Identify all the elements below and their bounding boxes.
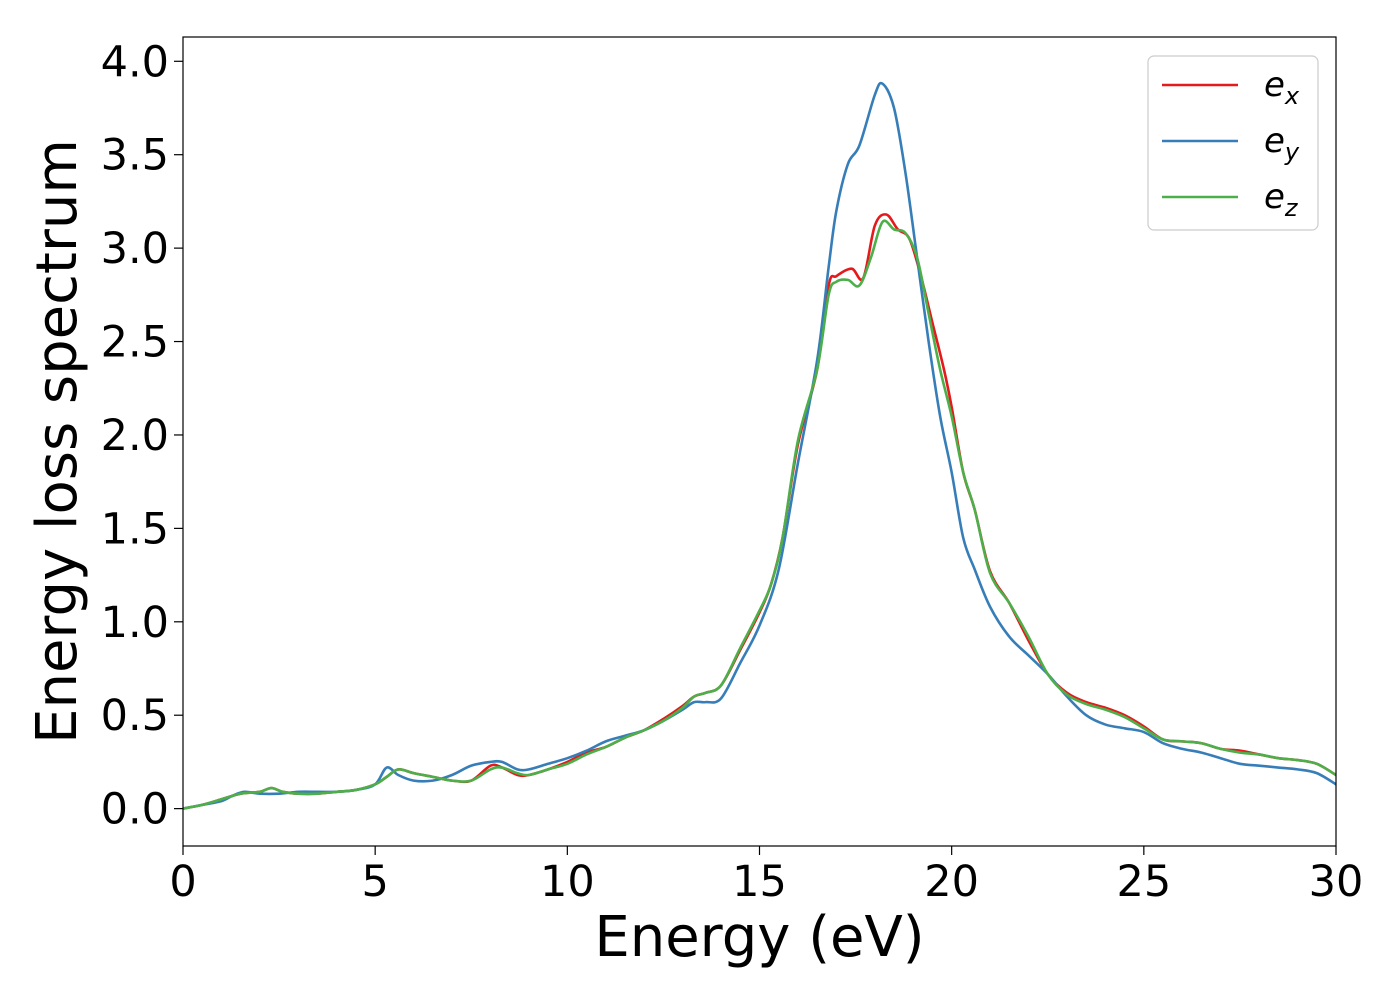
legend-label-sub: z	[1284, 194, 1299, 222]
x-tick-label: 30	[1309, 857, 1364, 907]
y-tick-label: 1.5	[101, 504, 169, 554]
legend-label-z: ez	[1264, 177, 1299, 222]
legend-label-x: ex	[1264, 65, 1300, 110]
y-axis: 0.0 0.5 1.0 1.5 2.0 2.5 3.0 3.5 4.0	[101, 37, 183, 835]
y-tick-label: 1.0	[101, 598, 169, 648]
series-line-y	[183, 81, 1336, 810]
x-tick-label: 15	[732, 857, 787, 907]
legend-label-sub: y	[1284, 138, 1300, 166]
y-tick-label: 3.5	[101, 131, 169, 181]
legend-label-base: e	[1264, 121, 1285, 161]
x-tick-label: 0	[169, 857, 196, 907]
legend-label-y: ey	[1264, 121, 1300, 166]
x-axis: 0 5 10 15 20 25 30	[169, 846, 1363, 907]
y-tick-label: 2.0	[101, 411, 169, 461]
x-axis-title: Energy (eV)	[594, 905, 924, 970]
y-tick-label: 0.5	[101, 691, 169, 741]
legend-label-sub: x	[1284, 82, 1300, 110]
x-tick-label: 10	[540, 857, 595, 907]
x-tick-label: 5	[361, 857, 388, 907]
legend-label-base: e	[1264, 65, 1285, 105]
legend-box	[1147, 55, 1319, 231]
legend-label-base: e	[1264, 177, 1285, 217]
y-axis-title: Energy loss spectrum	[25, 139, 90, 744]
y-tick-label: 4.0	[101, 37, 169, 87]
y-tick-label: 0.0	[101, 785, 169, 835]
y-tick-label: 2.5	[101, 318, 169, 368]
plot-area	[183, 81, 1336, 810]
x-tick-label: 25	[1116, 857, 1171, 907]
y-tick-label: 3.0	[101, 224, 169, 274]
x-tick-label: 20	[924, 857, 979, 907]
series-line-z	[183, 219, 1336, 810]
series-line-x	[183, 213, 1336, 810]
